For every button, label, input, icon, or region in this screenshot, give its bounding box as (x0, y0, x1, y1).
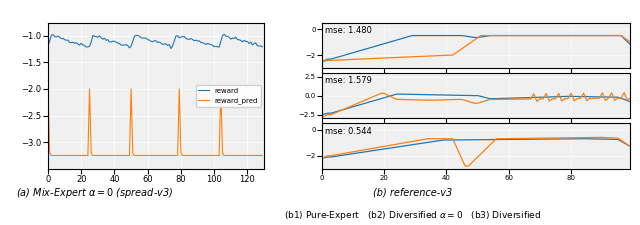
Text: (b) reference-v3: (b) reference-v3 (373, 188, 452, 198)
Text: mse: 1.480: mse: 1.480 (325, 26, 372, 35)
reward_pred (137, 154, 145, 157)
Text: mse: 0.544: mse: 0.544 (325, 127, 372, 136)
reward (102, 39, 110, 42)
reward (187, 37, 195, 40)
reward_pred (104, 154, 111, 157)
Text: (a) Mix-Expert $\alpha = 0$ (spread-v3): (a) Mix-Expert $\alpha = 0$ (spread-v3) (16, 186, 173, 200)
reward_pred (259, 154, 266, 157)
Legend: reward, reward_pred: reward, reward_pred (196, 85, 260, 106)
reward_pred (47, 154, 55, 157)
reward (167, 47, 175, 50)
reward (156, 41, 163, 43)
reward (44, 45, 52, 47)
reward_pred (157, 154, 165, 157)
Text: (b1) Pure-Expert   (b2) Diversified $\alpha = 0$   (b3) Diversified: (b1) Pure-Expert (b2) Diversified $\alph… (284, 209, 541, 222)
reward (204, 42, 211, 45)
reward_pred (214, 154, 221, 157)
Text: mse: 1.579: mse: 1.579 (325, 76, 372, 86)
reward_pred (44, 88, 52, 90)
reward (214, 45, 221, 48)
reward (136, 35, 143, 37)
reward_pred (204, 154, 211, 157)
reward_pred (187, 154, 195, 157)
Line: reward_pred: reward_pred (48, 89, 262, 155)
Line: reward: reward (48, 34, 262, 49)
reward (220, 33, 228, 36)
reward (259, 45, 266, 48)
